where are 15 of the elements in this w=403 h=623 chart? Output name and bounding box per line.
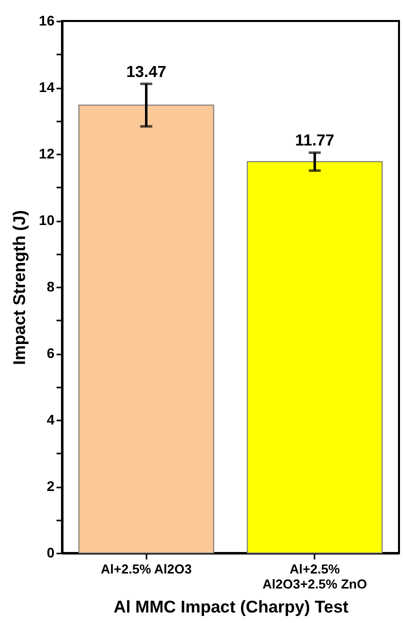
y-tick-label: 12 (38, 146, 55, 162)
y-tick-label: 6 (46, 345, 55, 361)
x-axis-title: Al MMC Impact (Charpy) Test (114, 598, 349, 616)
y-tick-label: 16 (38, 12, 55, 28)
y-tick-label: 4 (46, 412, 55, 428)
y-tick-label: 2 (46, 478, 55, 494)
y-tick-label: 10 (38, 212, 55, 228)
y-tick-label: 14 (38, 79, 55, 95)
x-tick-label: Al+2.5% Al2O3 (100, 562, 192, 576)
data-label: 11.77 (295, 132, 334, 150)
x-tick-label: Al+2.5% Al2O3+2.5% ZnO (262, 562, 367, 592)
y-tick-label: 8 (46, 278, 55, 294)
y-axis-title: Impact Strength (J) (10, 210, 29, 365)
y-tick-label: 0 (46, 544, 55, 560)
data-label: 13.47 (126, 64, 166, 81)
